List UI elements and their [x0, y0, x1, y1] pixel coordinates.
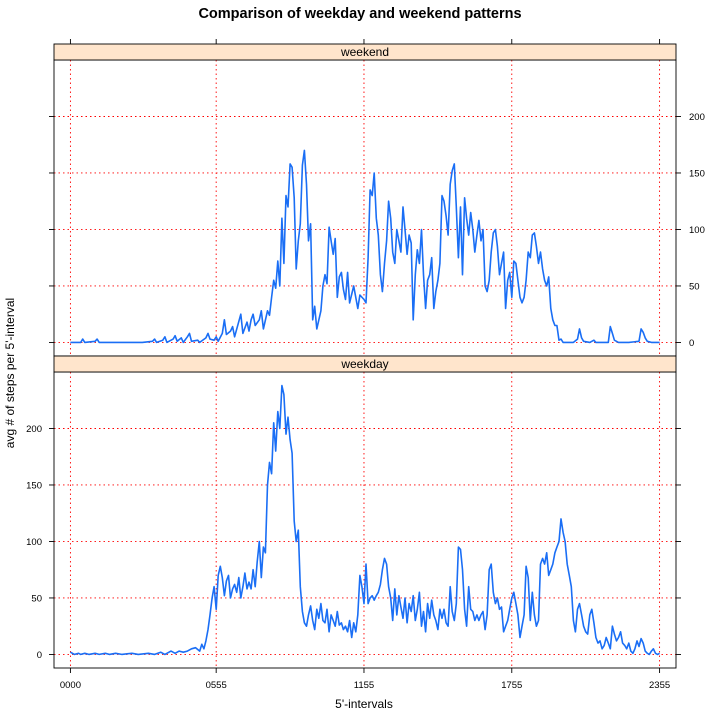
y-tick-label-weekend-0: 0 — [689, 338, 694, 349]
strip-weekend — [53, 43, 677, 61]
y-tick-label-weekend-50: 50 — [689, 281, 700, 292]
strip-label-weekend: weekend — [340, 45, 389, 59]
x-tick-label-0000: 0000 — [60, 680, 81, 691]
x-tick-label-0555: 0555 — [206, 680, 227, 691]
y-tick-label-weekend-150: 150 — [689, 168, 705, 179]
panel-frame-weekend — [53, 59, 677, 357]
x-axis-label: 5'-intervals — [335, 697, 393, 711]
panel-weekday: weekday 0 50 100 150 200 — [26, 355, 681, 669]
panels-layer: weekend 0 50 100 150 200 weekday 0 50 100 150 200 00… — [26, 39, 705, 691]
y-tick-label-weekend-200: 200 — [689, 112, 705, 123]
y-tick-label-weekday-50: 50 — [31, 593, 42, 604]
y-tick-label-weekend-100: 100 — [689, 225, 705, 236]
y-tick-label-weekday-100: 100 — [26, 537, 42, 548]
strip-weekday — [53, 355, 677, 373]
series-line-weekday — [70, 384, 660, 656]
x-tick-label-1155: 1155 — [354, 680, 374, 691]
y-tick-label-weekday-0: 0 — [37, 650, 42, 661]
x-tick-label-1755: 1755 — [501, 680, 522, 691]
y-tick-label-weekday-150: 150 — [26, 480, 42, 491]
x-tick-label-2355: 2355 — [649, 680, 670, 691]
chart-title: Comparison of weekday and weekend patter… — [198, 6, 521, 22]
series-line-weekend — [70, 149, 660, 344]
y-tick-label-weekday-200: 200 — [26, 424, 42, 435]
y-axis-label: avg # of steps per 5'-interval — [3, 298, 17, 448]
strip-label-weekday: weekday — [340, 357, 388, 371]
panel-weekend: weekend 0 50 100 150 200 — [49, 43, 705, 357]
